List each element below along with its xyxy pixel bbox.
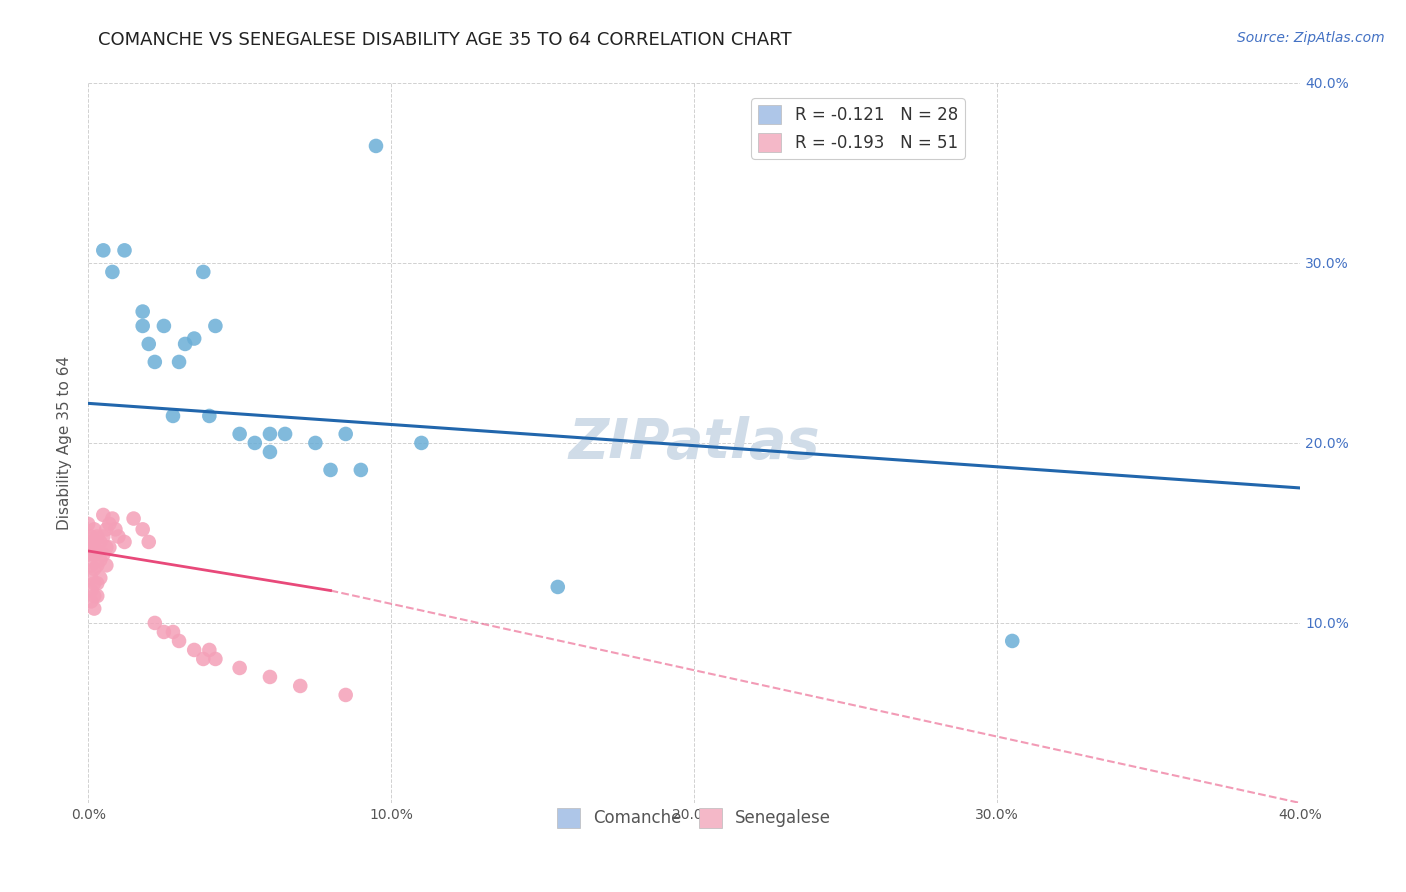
Point bbox=[138, 535, 160, 549]
Point bbox=[547, 580, 569, 594]
Point bbox=[143, 615, 166, 630]
Point bbox=[114, 535, 136, 549]
Point bbox=[411, 436, 433, 450]
Point bbox=[153, 318, 176, 333]
Point bbox=[91, 530, 114, 544]
Point bbox=[193, 265, 215, 279]
Point bbox=[80, 530, 103, 544]
Point bbox=[131, 318, 153, 333]
Point bbox=[259, 426, 281, 441]
Point bbox=[98, 516, 121, 531]
Point bbox=[350, 463, 373, 477]
Point bbox=[274, 426, 297, 441]
Point bbox=[77, 516, 100, 531]
Point bbox=[228, 426, 250, 441]
Point bbox=[198, 409, 221, 423]
Point bbox=[104, 522, 127, 536]
Point bbox=[77, 535, 100, 549]
Point bbox=[83, 576, 105, 591]
Point bbox=[101, 511, 124, 525]
Point bbox=[259, 670, 281, 684]
Point bbox=[183, 332, 205, 346]
Point bbox=[162, 624, 184, 639]
Point bbox=[91, 548, 114, 562]
Text: Source: ZipAtlas.com: Source: ZipAtlas.com bbox=[1237, 31, 1385, 45]
Point bbox=[83, 601, 105, 615]
Point bbox=[259, 445, 281, 459]
Point bbox=[83, 522, 105, 536]
Point bbox=[198, 643, 221, 657]
Point bbox=[80, 594, 103, 608]
Point bbox=[86, 530, 108, 544]
Point bbox=[131, 522, 153, 536]
Point bbox=[204, 652, 226, 666]
Point bbox=[83, 562, 105, 576]
Point bbox=[83, 589, 105, 603]
Point bbox=[335, 426, 357, 441]
Point bbox=[96, 558, 118, 573]
Point bbox=[193, 652, 215, 666]
Point bbox=[204, 318, 226, 333]
Point bbox=[122, 511, 145, 525]
Point bbox=[80, 571, 103, 585]
Point bbox=[114, 244, 136, 258]
Point bbox=[138, 337, 160, 351]
Point bbox=[96, 541, 118, 555]
Point bbox=[143, 355, 166, 369]
Y-axis label: Disability Age 35 to 64: Disability Age 35 to 64 bbox=[58, 356, 72, 530]
Point bbox=[91, 508, 114, 522]
Point bbox=[167, 355, 190, 369]
Point bbox=[101, 265, 124, 279]
Point bbox=[86, 576, 108, 591]
Point bbox=[80, 583, 103, 598]
Point bbox=[228, 661, 250, 675]
Point bbox=[80, 544, 103, 558]
Point bbox=[131, 304, 153, 318]
Point bbox=[304, 436, 326, 450]
Point bbox=[107, 530, 129, 544]
Text: COMANCHE VS SENEGALESE DISABILITY AGE 35 TO 64 CORRELATION CHART: COMANCHE VS SENEGALESE DISABILITY AGE 35… bbox=[98, 31, 792, 49]
Point bbox=[80, 558, 103, 573]
Point bbox=[89, 553, 111, 567]
Point bbox=[243, 436, 266, 450]
Point bbox=[1001, 634, 1024, 648]
Point bbox=[86, 589, 108, 603]
Point bbox=[83, 548, 105, 562]
Point bbox=[290, 679, 312, 693]
Point bbox=[98, 541, 121, 555]
Point bbox=[153, 624, 176, 639]
Point bbox=[89, 535, 111, 549]
Point bbox=[162, 409, 184, 423]
Point bbox=[319, 463, 342, 477]
Point bbox=[91, 244, 114, 258]
Point bbox=[77, 548, 100, 562]
Point bbox=[89, 571, 111, 585]
Point bbox=[335, 688, 357, 702]
Point bbox=[167, 634, 190, 648]
Text: ZIPatlas: ZIPatlas bbox=[568, 416, 820, 470]
Point bbox=[183, 643, 205, 657]
Point bbox=[174, 337, 197, 351]
Legend: Comanche, Senegalese: Comanche, Senegalese bbox=[550, 802, 838, 834]
Point bbox=[86, 544, 108, 558]
Point bbox=[86, 558, 108, 573]
Point bbox=[364, 139, 387, 153]
Point bbox=[96, 522, 118, 536]
Point bbox=[83, 535, 105, 549]
